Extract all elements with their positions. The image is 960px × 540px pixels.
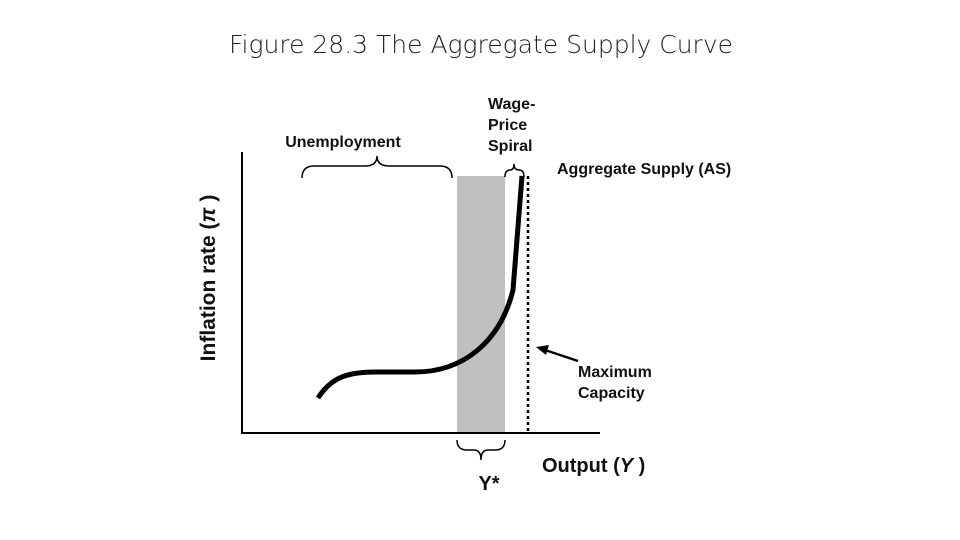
potential-output-band	[457, 176, 505, 433]
capacity-label: Maximum Capacity	[578, 364, 656, 402]
x-axis-label: Output (Y )	[542, 455, 645, 477]
capacity-arrow	[544, 348, 579, 363]
y-axis-text: )	[197, 195, 220, 208]
capacity-line-text: Maximum	[578, 364, 652, 381]
potential-label: Y*	[478, 473, 499, 495]
spiral-label: Wage- Price Spiral	[488, 96, 540, 155]
spiral-line: Spiral	[488, 138, 532, 155]
axes	[241, 152, 600, 434]
y-axis-symbol: π	[197, 206, 220, 222]
unemployment-label: Unemployment	[285, 134, 401, 151]
x-axis-symbol: Y	[620, 455, 635, 477]
y-axis-label: Inflation rate (π )	[197, 195, 220, 362]
spiral-line: Price	[488, 117, 527, 134]
spiral-brace	[504, 163, 525, 178]
x-axis-text: Output (	[542, 455, 620, 477]
slide-title: Figure 28.3 The Aggregate Supply Curve	[229, 30, 733, 59]
as-curve	[315, 175, 525, 400]
potential-brace	[456, 439, 506, 461]
spiral-line: Wage-	[488, 96, 535, 113]
y-axis-text: Inflation rate (	[197, 222, 220, 361]
x-axis-text: )	[633, 455, 645, 477]
capacity-arrowhead	[536, 345, 549, 355]
capacity-line-text: Capacity	[578, 385, 645, 402]
curve-label: Aggregate Supply (AS)	[557, 161, 731, 178]
unemployment-brace	[301, 155, 453, 179]
